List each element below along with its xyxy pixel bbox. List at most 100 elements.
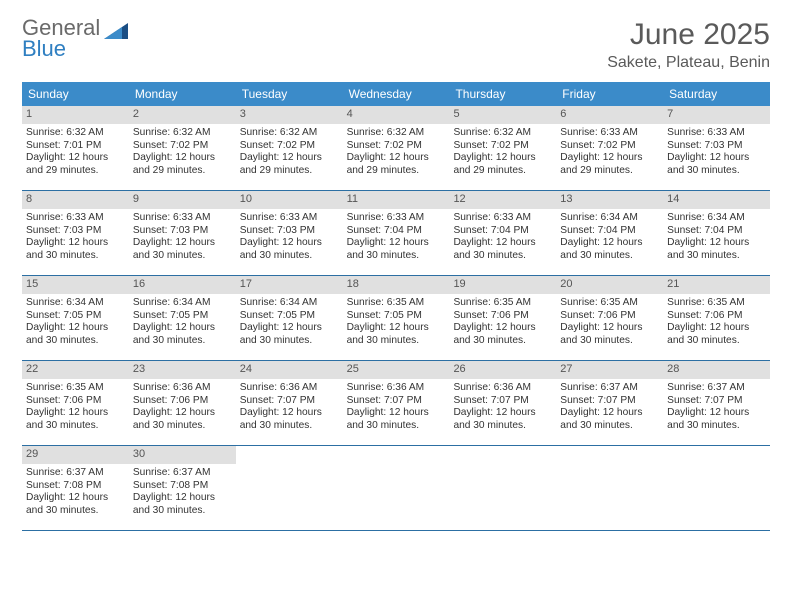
day-details: Sunrise: 6:37 AMSunset: 7:07 PMDaylight:…	[560, 382, 659, 433]
sunrise-line: Sunrise: 6:34 AM	[133, 297, 232, 310]
sunset-line: Sunset: 7:03 PM	[26, 225, 125, 238]
sunset-line: Sunset: 7:07 PM	[240, 395, 339, 408]
sunset-line: Sunset: 7:06 PM	[453, 310, 552, 323]
week-row: 8Sunrise: 6:33 AMSunset: 7:03 PMDaylight…	[22, 191, 770, 276]
day-cell: 30Sunrise: 6:37 AMSunset: 7:08 PMDayligh…	[129, 446, 236, 530]
day-number: 19	[449, 276, 556, 294]
day-cell	[236, 446, 343, 530]
day-number: 28	[663, 361, 770, 379]
day-details: Sunrise: 6:32 AMSunset: 7:02 PMDaylight:…	[240, 127, 339, 178]
weekday-header: Tuesday	[236, 82, 343, 106]
sunset-line: Sunset: 7:05 PM	[26, 310, 125, 323]
day-details: Sunrise: 6:35 AMSunset: 7:06 PMDaylight:…	[560, 297, 659, 348]
day-details: Sunrise: 6:33 AMSunset: 7:03 PMDaylight:…	[133, 212, 232, 263]
day-number: 22	[22, 361, 129, 379]
day-cell: 26Sunrise: 6:36 AMSunset: 7:07 PMDayligh…	[449, 361, 556, 445]
day-details: Sunrise: 6:33 AMSunset: 7:03 PMDaylight:…	[667, 127, 766, 178]
sunset-line: Sunset: 7:07 PM	[453, 395, 552, 408]
sunrise-line: Sunrise: 6:32 AM	[240, 127, 339, 140]
day-details: Sunrise: 6:36 AMSunset: 7:07 PMDaylight:…	[240, 382, 339, 433]
sunrise-line: Sunrise: 6:37 AM	[133, 467, 232, 480]
daylight-line: Daylight: 12 hours and 30 minutes.	[26, 407, 125, 433]
daylight-line: Daylight: 12 hours and 30 minutes.	[453, 237, 552, 263]
sunset-line: Sunset: 7:06 PM	[560, 310, 659, 323]
day-details: Sunrise: 6:35 AMSunset: 7:05 PMDaylight:…	[347, 297, 446, 348]
sunrise-line: Sunrise: 6:34 AM	[26, 297, 125, 310]
day-details: Sunrise: 6:33 AMSunset: 7:03 PMDaylight:…	[240, 212, 339, 263]
daylight-line: Daylight: 12 hours and 29 minutes.	[347, 152, 446, 178]
sunset-line: Sunset: 7:05 PM	[240, 310, 339, 323]
weekday-header: Saturday	[663, 82, 770, 106]
day-number: 29	[22, 446, 129, 464]
daylight-line: Daylight: 12 hours and 30 minutes.	[133, 407, 232, 433]
weekday-header: Wednesday	[343, 82, 450, 106]
day-number: 23	[129, 361, 236, 379]
daylight-line: Daylight: 12 hours and 29 minutes.	[26, 152, 125, 178]
day-number: 2	[129, 106, 236, 124]
weekday-header: Thursday	[449, 82, 556, 106]
sunset-line: Sunset: 7:03 PM	[667, 140, 766, 153]
day-number: 7	[663, 106, 770, 124]
day-number: 5	[449, 106, 556, 124]
sunrise-line: Sunrise: 6:32 AM	[26, 127, 125, 140]
day-number: 17	[236, 276, 343, 294]
day-number: 4	[343, 106, 450, 124]
sunset-line: Sunset: 7:05 PM	[347, 310, 446, 323]
day-cell: 6Sunrise: 6:33 AMSunset: 7:02 PMDaylight…	[556, 106, 663, 190]
sunset-line: Sunset: 7:07 PM	[560, 395, 659, 408]
sunrise-line: Sunrise: 6:37 AM	[26, 467, 125, 480]
calendar-page: General Blue June 2025 Sakete, Plateau, …	[0, 0, 792, 612]
day-cell: 2Sunrise: 6:32 AMSunset: 7:02 PMDaylight…	[129, 106, 236, 190]
day-details: Sunrise: 6:33 AMSunset: 7:02 PMDaylight:…	[560, 127, 659, 178]
day-details: Sunrise: 6:35 AMSunset: 7:06 PMDaylight:…	[667, 297, 766, 348]
sunrise-line: Sunrise: 6:33 AM	[667, 127, 766, 140]
daylight-line: Daylight: 12 hours and 30 minutes.	[560, 237, 659, 263]
sunset-line: Sunset: 7:01 PM	[26, 140, 125, 153]
sunrise-line: Sunrise: 6:34 AM	[667, 212, 766, 225]
day-details: Sunrise: 6:34 AMSunset: 7:05 PMDaylight:…	[26, 297, 125, 348]
day-details: Sunrise: 6:32 AMSunset: 7:02 PMDaylight:…	[347, 127, 446, 178]
day-cell: 22Sunrise: 6:35 AMSunset: 7:06 PMDayligh…	[22, 361, 129, 445]
sunset-line: Sunset: 7:04 PM	[667, 225, 766, 238]
sunset-line: Sunset: 7:02 PM	[347, 140, 446, 153]
day-details: Sunrise: 6:34 AMSunset: 7:05 PMDaylight:…	[133, 297, 232, 348]
weeks-container: 1Sunrise: 6:32 AMSunset: 7:01 PMDaylight…	[22, 106, 770, 531]
daylight-line: Daylight: 12 hours and 30 minutes.	[347, 237, 446, 263]
day-cell: 5Sunrise: 6:32 AMSunset: 7:02 PMDaylight…	[449, 106, 556, 190]
sunrise-line: Sunrise: 6:33 AM	[453, 212, 552, 225]
day-cell	[556, 446, 663, 530]
sunset-line: Sunset: 7:05 PM	[133, 310, 232, 323]
day-cell	[449, 446, 556, 530]
day-details: Sunrise: 6:34 AMSunset: 7:05 PMDaylight:…	[240, 297, 339, 348]
sunrise-line: Sunrise: 6:37 AM	[667, 382, 766, 395]
day-cell: 13Sunrise: 6:34 AMSunset: 7:04 PMDayligh…	[556, 191, 663, 275]
sunrise-line: Sunrise: 6:36 AM	[453, 382, 552, 395]
sunrise-line: Sunrise: 6:32 AM	[453, 127, 552, 140]
sunrise-line: Sunrise: 6:35 AM	[347, 297, 446, 310]
sunrise-line: Sunrise: 6:33 AM	[560, 127, 659, 140]
day-cell: 23Sunrise: 6:36 AMSunset: 7:06 PMDayligh…	[129, 361, 236, 445]
day-details: Sunrise: 6:32 AMSunset: 7:01 PMDaylight:…	[26, 127, 125, 178]
weekday-header: Friday	[556, 82, 663, 106]
day-number: 20	[556, 276, 663, 294]
sunset-line: Sunset: 7:06 PM	[133, 395, 232, 408]
day-number: 27	[556, 361, 663, 379]
daylight-line: Daylight: 12 hours and 30 minutes.	[133, 492, 232, 518]
day-number: 8	[22, 191, 129, 209]
daylight-line: Daylight: 12 hours and 30 minutes.	[26, 237, 125, 263]
daylight-line: Daylight: 12 hours and 30 minutes.	[347, 322, 446, 348]
sunrise-line: Sunrise: 6:36 AM	[347, 382, 446, 395]
day-number: 13	[556, 191, 663, 209]
sunrise-line: Sunrise: 6:33 AM	[26, 212, 125, 225]
day-cell: 25Sunrise: 6:36 AMSunset: 7:07 PMDayligh…	[343, 361, 450, 445]
sunset-line: Sunset: 7:07 PM	[347, 395, 446, 408]
day-cell: 3Sunrise: 6:32 AMSunset: 7:02 PMDaylight…	[236, 106, 343, 190]
weekday-header: Monday	[129, 82, 236, 106]
day-number: 11	[343, 191, 450, 209]
day-details: Sunrise: 6:33 AMSunset: 7:04 PMDaylight:…	[347, 212, 446, 263]
day-number: 15	[22, 276, 129, 294]
daylight-line: Daylight: 12 hours and 29 minutes.	[133, 152, 232, 178]
sunrise-line: Sunrise: 6:32 AM	[347, 127, 446, 140]
day-number: 12	[449, 191, 556, 209]
sunset-line: Sunset: 7:08 PM	[133, 480, 232, 493]
